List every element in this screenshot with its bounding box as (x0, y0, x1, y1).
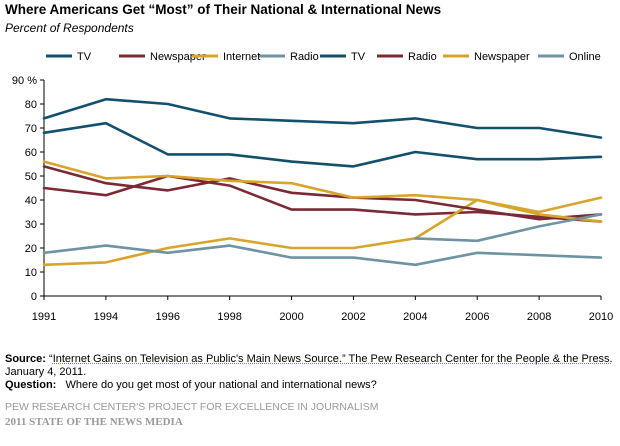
chart-footer: Source: “Internet Gains on Television as… (5, 353, 615, 392)
x-tick-label: 2000 (279, 311, 303, 323)
legend-label: Internet (223, 51, 260, 63)
series-line-7 (42, 160, 603, 223)
credits: PEW RESEARCH CENTER'S PROJECT FOR EXCELL… (5, 400, 378, 430)
legend-label: Radio (408, 51, 437, 63)
x-tick-label: 1996 (156, 311, 180, 323)
credits-org: PEW RESEARCH CENTER'S PROJECT FOR EXCELL… (5, 401, 379, 413)
series-line-6 (42, 165, 603, 221)
legend-label: TV (77, 51, 92, 63)
y-tick-label: 0 (31, 291, 37, 303)
line-chart: TV Newspaper Internet Radio TV Radio Newspaper… (12, 51, 613, 323)
legend-label: Newspaper (150, 51, 206, 63)
series-line-4 (42, 244, 603, 267)
y-axis: 0 10 20 30 40 50 60 70 80 90 % (12, 75, 45, 303)
y-tick-label: 20 (25, 243, 37, 255)
series-line-8 (414, 213, 603, 243)
series-lines (42, 97, 603, 267)
x-tick-label: 2010 (589, 311, 613, 323)
series-line-5 (42, 97, 603, 139)
chart-title: Where Americans Get “Most” of Their Nati… (5, 2, 442, 17)
question-label: Question: (5, 379, 57, 391)
source-date: January 4, 2011. (5, 366, 87, 378)
x-tick-label: 1998 (217, 311, 241, 323)
legend-label: Newspaper (474, 51, 530, 63)
y-tick-label: 50 (25, 171, 37, 183)
y-tick-label: 30 (25, 219, 37, 231)
source-label: Source: (5, 353, 46, 365)
y-tick-label: 80 (25, 99, 37, 111)
y-tick-label: 60 (25, 147, 37, 159)
y-tick-label: 40 (25, 195, 37, 207)
source-title: Internet Gains on Television as Public's… (52, 353, 613, 365)
chart-subtitle: Percent of Respondents (5, 21, 134, 35)
source-line: Source: “Internet Gains on Television as… (5, 353, 615, 379)
legend-label: TV (351, 51, 366, 63)
y-tick-label: 70 (25, 123, 37, 135)
y-tick-label: 90 % (12, 75, 37, 87)
legend-label: Online (569, 51, 601, 63)
legend: TV Newspaper Internet Radio TV Radio Newspaper… (46, 51, 601, 63)
source-quote-open: “ (49, 353, 53, 365)
question-text: Where do you get most of your national a… (65, 379, 377, 391)
x-tick-label: 1991 (32, 311, 56, 323)
series-line-1 (42, 121, 603, 168)
x-tick-label: 2008 (527, 311, 551, 323)
credits-report: 2011 STATE OF THE NEWS MEDIA (5, 416, 183, 428)
x-axis: 1991 1994 1996 1998 2000 2002 2004 2006 2008 2010 (32, 295, 613, 323)
legend-label: Radio (290, 51, 319, 63)
x-tick-label: 1994 (94, 311, 118, 323)
x-tick-label: 2002 (341, 311, 365, 323)
x-tick-label: 2006 (465, 311, 489, 323)
question-line: Question: Where do you get most of your … (5, 379, 615, 392)
x-tick-label: 2004 (403, 311, 427, 323)
y-tick-label: 10 (25, 267, 37, 279)
